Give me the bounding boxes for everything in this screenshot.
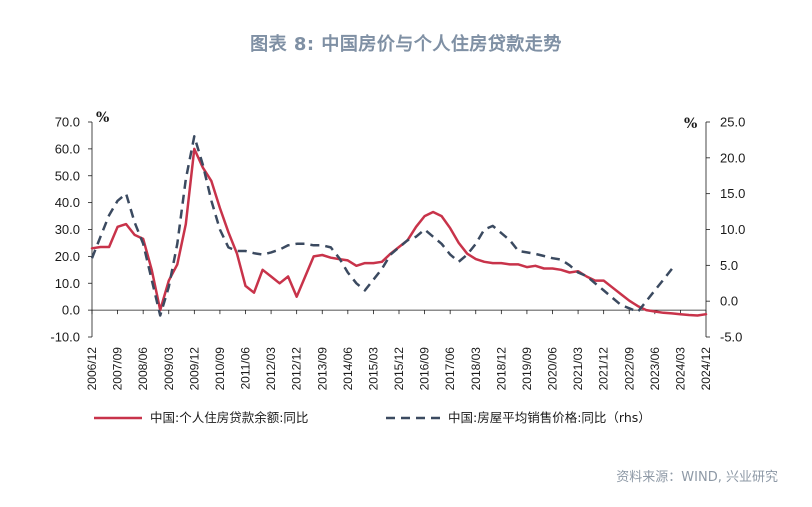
x-tick-label: 2013/09 bbox=[315, 347, 329, 391]
x-tick-label: 2012/03 bbox=[264, 347, 278, 391]
x-tick-label: 2014/06 bbox=[341, 347, 355, 391]
left-y-ticks: 70.0 60.0 50.0 40.0 30.0 20.0 10.0 0.0 -10.0 bbox=[50, 115, 92, 345]
left-tick-label: 40.0 bbox=[55, 195, 80, 210]
source-note: 资料来源：WIND, 兴业研究 bbox=[616, 470, 778, 485]
series-lines bbox=[90, 135, 708, 317]
x-tick-label: 2016/09 bbox=[418, 347, 432, 391]
left-tick-label: 30.0 bbox=[55, 222, 80, 237]
x-tick-label: 2006/12 bbox=[85, 347, 99, 391]
x-tick-label: 2021/12 bbox=[597, 347, 611, 391]
x-tick-label: 2020/06 bbox=[546, 347, 560, 391]
legend-label-loan: 中国:个人住房贷款余额:同比 bbox=[150, 410, 308, 425]
axes: 70.0 60.0 50.0 40.0 30.0 20.0 10.0 0.0 -10.0 25.… bbox=[50, 110, 745, 390]
right-tick-label: 15.0 bbox=[720, 186, 745, 201]
chart-title: 图表 8: 中国房价与个人住房贷款走势 bbox=[250, 34, 562, 55]
right-tick-label: 25.0 bbox=[720, 115, 745, 130]
legend-label-price: 中国:房屋平均销售价格:同比（rhs） bbox=[448, 410, 651, 425]
x-tick-label: 2017/06 bbox=[443, 347, 457, 391]
left-tick-label: 10.0 bbox=[55, 276, 80, 291]
x-tick-label: 2019/09 bbox=[520, 347, 534, 391]
x-tick-label: 2007/09 bbox=[111, 347, 125, 391]
legend: 中国:个人住房贷款余额:同比 中国:房屋平均销售价格:同比（rhs） bbox=[94, 410, 651, 425]
left-tick-label: 0.0 bbox=[62, 303, 80, 318]
x-tick-label: 2024/12 bbox=[699, 347, 713, 391]
left-tick-label: 60.0 bbox=[55, 141, 80, 156]
x-ticks: 2006/12 2007/09 2008/06 2009/03 2009/12 2010/… bbox=[85, 310, 713, 390]
x-tick-label: 2012/12 bbox=[290, 347, 304, 391]
x-tick-label: 2009/03 bbox=[162, 347, 176, 391]
right-y-ticks: 25.0 20.0 15.0 10.0 5.0 0.0 -5.0 bbox=[706, 115, 745, 345]
x-tick-label: 2021/03 bbox=[571, 347, 585, 391]
left-unit-label: % bbox=[96, 110, 109, 126]
series-line-price bbox=[90, 135, 673, 317]
x-tick-label: 2009/12 bbox=[187, 347, 201, 391]
x-tick-label: 2010/09 bbox=[213, 347, 227, 391]
right-tick-label: -5.0 bbox=[720, 330, 742, 345]
series-line-loan bbox=[90, 147, 708, 317]
left-tick-label: 70.0 bbox=[55, 115, 80, 130]
x-tick-label: 2011/06 bbox=[239, 347, 253, 390]
x-tick-label: 2018/12 bbox=[494, 347, 508, 391]
x-tick-label: 2015/03 bbox=[366, 347, 380, 391]
right-unit-label: % bbox=[684, 116, 697, 132]
right-tick-label: 10.0 bbox=[720, 222, 745, 237]
right-tick-label: 20.0 bbox=[720, 150, 745, 165]
right-tick-label: 5.0 bbox=[720, 258, 738, 273]
left-tick-label: -10.0 bbox=[50, 330, 80, 345]
x-tick-label: 2024/03 bbox=[673, 347, 687, 391]
x-tick-label: 2015/12 bbox=[392, 347, 406, 391]
x-tick-label: 2022/09 bbox=[622, 347, 636, 391]
right-tick-label: 0.0 bbox=[720, 294, 738, 309]
x-tick-label: 2008/06 bbox=[136, 347, 150, 391]
left-tick-label: 50.0 bbox=[55, 168, 80, 183]
x-tick-label: 2018/03 bbox=[469, 347, 483, 391]
x-tick-label: 2023/06 bbox=[648, 347, 662, 391]
left-tick-label: 20.0 bbox=[55, 249, 80, 264]
